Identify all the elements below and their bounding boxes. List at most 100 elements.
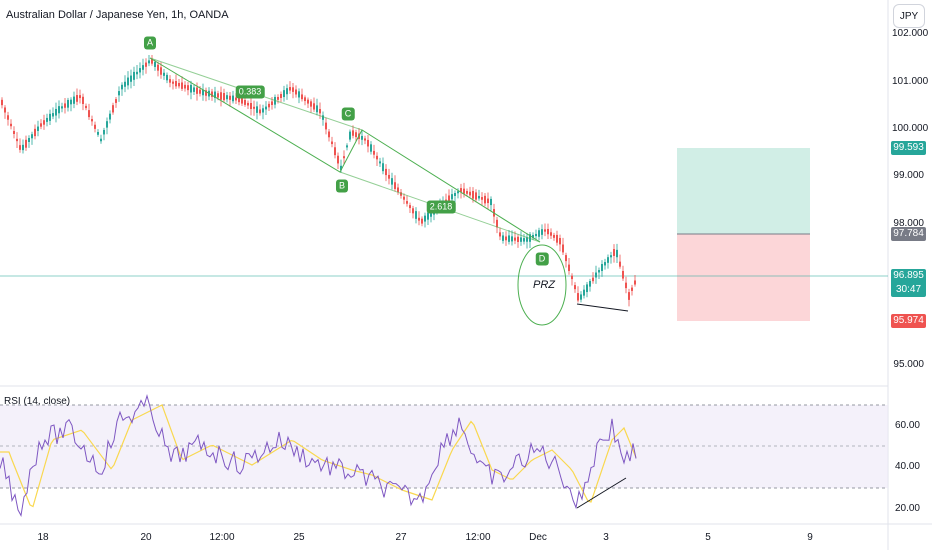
- candle-body: [523, 238, 525, 242]
- candle-body: [13, 131, 15, 134]
- candle-body: [496, 219, 498, 228]
- candle-body: [166, 74, 168, 81]
- currency-button[interactable]: JPY: [893, 4, 925, 28]
- candle-body: [298, 91, 300, 98]
- candle-body: [556, 234, 558, 243]
- candle-body: [187, 85, 189, 91]
- candle-body: [220, 92, 222, 100]
- target-price-tag: 99.593: [891, 141, 926, 155]
- candle-body: [382, 163, 384, 172]
- point-a-label: A: [143, 36, 157, 50]
- candle-body: [301, 94, 303, 100]
- candle-body: [229, 95, 231, 100]
- candle-body: [250, 102, 252, 110]
- candle-body: [343, 156, 345, 159]
- candle-body: [145, 62, 147, 67]
- candle-body: [115, 99, 117, 103]
- candle-body: [460, 188, 462, 192]
- candle-body: [385, 168, 387, 176]
- candle-body: [124, 81, 126, 87]
- candle-body: [397, 187, 399, 193]
- candle-body: [316, 105, 318, 113]
- candle-body: [469, 191, 471, 196]
- candle-body: [295, 89, 297, 95]
- candle-body: [280, 94, 282, 98]
- candle-body: [319, 109, 321, 114]
- candle-body: [589, 281, 591, 287]
- candle-body: [559, 238, 561, 245]
- candle-body: [400, 192, 402, 196]
- rsi-line: [0, 393, 637, 518]
- candle-body: [595, 272, 597, 278]
- candle-body: [532, 234, 534, 239]
- target-zone: [677, 148, 810, 234]
- candle-body: [403, 196, 405, 200]
- candle-body: [616, 249, 618, 258]
- candle-body: [370, 144, 372, 152]
- candle-body: [448, 195, 450, 203]
- candle-body: [265, 106, 267, 110]
- candle-body: [520, 237, 522, 242]
- ratio-label: 2.618: [426, 200, 456, 214]
- rsi-axis-label: 60.00: [894, 420, 920, 431]
- candle-body: [226, 95, 228, 100]
- bar-countdown: 30:47: [895, 284, 922, 295]
- candle-body: [340, 165, 342, 171]
- candle-body: [427, 212, 429, 220]
- candle-body: [610, 255, 612, 258]
- candle-body: [565, 255, 567, 262]
- candle-body: [157, 64, 159, 71]
- candle-body: [553, 234, 555, 238]
- candle-body: [406, 201, 408, 204]
- candle-body: [466, 191, 468, 194]
- candle-body: [112, 105, 114, 113]
- candle-body: [457, 191, 459, 194]
- price-label: 100.000: [892, 123, 929, 134]
- candle-body: [199, 89, 201, 94]
- price-label: 102.000: [892, 28, 929, 39]
- candle-body: [538, 230, 540, 237]
- candle-body: [550, 232, 552, 236]
- candle-body: [586, 284, 588, 293]
- candle-body: [61, 106, 63, 109]
- candle-body: [472, 190, 474, 199]
- candle-body: [598, 270, 600, 273]
- candle-body: [376, 155, 378, 160]
- candle-body: [4, 107, 6, 113]
- candle-body: [361, 135, 363, 140]
- candle-body: [223, 93, 225, 101]
- candle-body: [181, 82, 183, 89]
- candle-body: [271, 101, 273, 105]
- candle-body: [562, 244, 564, 253]
- candle-body: [334, 147, 336, 156]
- candle-body: [574, 285, 576, 290]
- time-label: Dec: [529, 532, 547, 543]
- candle-body: [484, 195, 486, 204]
- candle-body: [619, 261, 621, 267]
- candle-body: [244, 99, 246, 105]
- rsi-title[interactable]: RSI (14, close): [4, 396, 71, 407]
- ratio-label: 0.383: [235, 85, 265, 99]
- candle-body: [190, 84, 192, 93]
- candle-body: [43, 120, 45, 125]
- candle-body: [430, 210, 432, 217]
- candle-body: [292, 87, 294, 92]
- candle-body: [127, 77, 129, 86]
- candle-body: [7, 115, 9, 120]
- candle-body: [604, 262, 606, 266]
- candle-body: [409, 205, 411, 209]
- candle-body: [238, 97, 240, 103]
- candle-body: [631, 287, 633, 291]
- candlesticks: [1, 54, 636, 307]
- candle-body: [10, 123, 12, 127]
- time-label: 18: [37, 532, 49, 543]
- point-c-label: C: [341, 107, 355, 121]
- candle-body: [505, 236, 507, 241]
- candle-body: [91, 119, 93, 122]
- candle-body: [283, 90, 285, 98]
- candle-body: [511, 236, 513, 242]
- candle-body: [73, 96, 75, 104]
- candle-body: [373, 150, 375, 155]
- candle-body: [40, 123, 42, 127]
